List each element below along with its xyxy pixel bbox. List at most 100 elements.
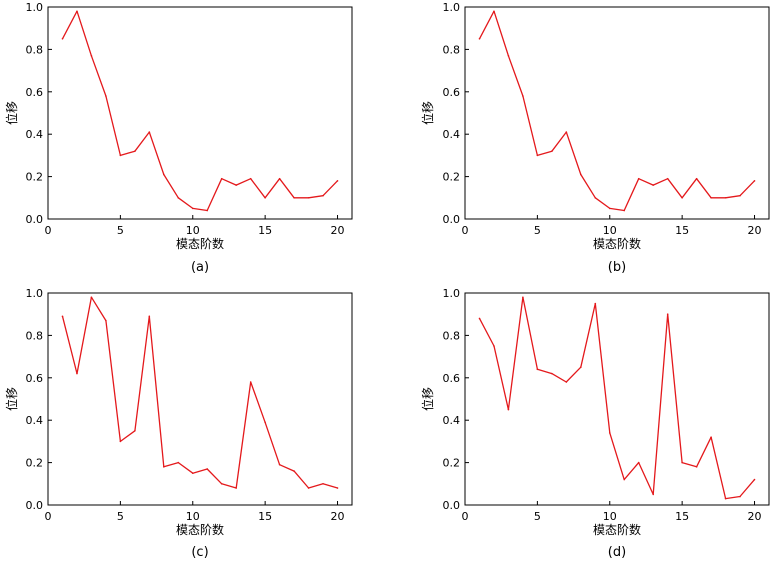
data-point	[134, 430, 136, 432]
data-point	[507, 408, 510, 411]
data-point	[608, 207, 611, 210]
series-line	[478, 296, 755, 500]
data-point	[637, 461, 640, 464]
y-tick-label: 0.2	[26, 457, 44, 470]
data-point	[551, 372, 553, 375]
y-tick-label: 0.2	[26, 171, 44, 184]
data-point	[666, 177, 669, 180]
data-point	[220, 483, 223, 485]
data-point	[580, 173, 582, 176]
data-point	[134, 150, 136, 152]
data-point	[681, 461, 683, 464]
data-point	[206, 209, 209, 212]
x-axis-label: 模态阶数	[176, 236, 224, 251]
data-point	[90, 54, 93, 57]
y-tick-label: 0.6	[26, 372, 44, 385]
chart-panel: 0.0 0.2 0.4 0.6 0.8 1.0 0 5 10 15 20 模态阶数 位移 (b)	[420, 1, 770, 275]
x-tick-label: 10	[186, 510, 200, 523]
data-point	[163, 173, 165, 176]
y-tick-label: 0.2	[443, 457, 461, 470]
data-point	[163, 466, 165, 468]
data-point	[105, 319, 107, 322]
data-point	[565, 131, 568, 133]
y-tick-label: 0.4	[443, 128, 461, 141]
data-point	[594, 197, 597, 199]
data-point	[177, 461, 180, 464]
plot-frame	[47, 6, 353, 220]
data-point	[724, 197, 727, 199]
data-point	[493, 345, 495, 347]
data-point	[322, 483, 324, 485]
x-tick-label: 0	[462, 510, 469, 523]
data-point	[681, 197, 683, 199]
panel-caption: (c)	[191, 545, 208, 560]
data-point	[608, 432, 611, 434]
x-tick-label: 15	[258, 224, 272, 237]
y-axis-label: 位移	[4, 101, 19, 125]
data-point	[652, 493, 654, 496]
data-point	[551, 150, 553, 152]
data-point	[249, 177, 252, 180]
x-tick-label: 20	[331, 224, 345, 237]
y-tick-label: 0.6	[443, 86, 461, 99]
series-line	[61, 10, 338, 212]
x-tick-label: 5	[534, 224, 541, 237]
data-point	[235, 487, 237, 489]
x-tick-label: 10	[603, 510, 617, 523]
y-tick-label: 0.8	[26, 329, 44, 342]
y-tick-label: 0.8	[443, 43, 461, 56]
series-line	[61, 296, 338, 489]
y-tick-label: 0.6	[26, 86, 44, 99]
data-point	[235, 184, 237, 186]
plot-frame	[464, 6, 770, 220]
x-tick-label: 5	[117, 224, 124, 237]
y-tick-label: 0.8	[443, 329, 461, 342]
panel-caption: (d)	[608, 545, 626, 560]
x-tick-label: 20	[748, 224, 762, 237]
data-point	[710, 197, 712, 199]
x-tick-label: 10	[603, 224, 617, 237]
data-point	[61, 315, 64, 318]
data-point	[264, 421, 266, 424]
data-point	[322, 194, 324, 197]
x-tick-label: 0	[462, 224, 469, 237]
data-point	[666, 313, 669, 316]
chart-panel: 0.0 0.2 0.4 0.6 0.8 1.0 0 5 10 15 20 模态阶数 位移 (a)	[4, 1, 353, 275]
data-point	[623, 209, 626, 212]
data-point	[695, 466, 698, 468]
x-axis-label: 模态阶数	[176, 522, 224, 537]
data-point	[293, 470, 295, 472]
data-point	[206, 468, 209, 470]
data-point	[61, 38, 64, 40]
plot-frame	[464, 292, 770, 506]
data-point	[522, 95, 524, 97]
y-tick-label: 1.0	[26, 287, 44, 300]
x-tick-label: 5	[534, 510, 541, 523]
data-point	[565, 381, 568, 383]
data-point	[148, 315, 151, 318]
chart-panel: 0.0 0.2 0.4 0.6 0.8 1.0 0 5 10 15 20 模态阶数 位移 (c)	[4, 287, 353, 560]
y-axis-label: 位移	[4, 387, 19, 411]
series-line	[478, 10, 755, 212]
data-point	[293, 197, 295, 199]
data-point	[623, 478, 626, 481]
x-tick-label: 15	[258, 510, 272, 523]
data-point	[753, 478, 756, 481]
data-point	[580, 366, 582, 369]
data-point	[493, 10, 495, 13]
x-tick-label: 5	[117, 510, 124, 523]
x-tick-label: 20	[331, 510, 345, 523]
data-point	[710, 436, 712, 438]
data-point	[264, 197, 266, 199]
data-point	[753, 180, 756, 182]
data-point	[76, 10, 78, 13]
data-point	[652, 184, 654, 186]
data-point	[119, 154, 122, 157]
x-tick-label: 0	[45, 510, 52, 523]
data-point	[594, 302, 597, 305]
y-tick-label: 0.4	[443, 414, 461, 427]
data-point	[76, 372, 78, 375]
x-tick-label: 10	[186, 224, 200, 237]
panel-caption: (b)	[608, 260, 626, 275]
